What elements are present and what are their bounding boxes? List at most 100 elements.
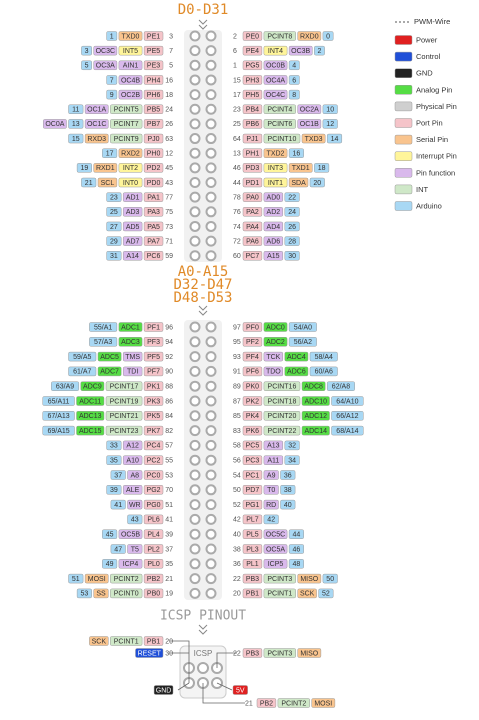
pin-label: PCINT8 bbox=[267, 33, 292, 40]
pin-label: ADC6 bbox=[287, 369, 306, 376]
pin-label: PA2 bbox=[246, 209, 259, 216]
pin-label: OC2B bbox=[121, 92, 140, 99]
pin-label-box bbox=[143, 588, 164, 599]
physical-pin: 22 bbox=[233, 650, 241, 657]
pin-label-box bbox=[42, 396, 75, 406]
pin bbox=[205, 45, 217, 57]
pin-label: PCINT3 bbox=[267, 576, 292, 583]
pin-label: OC3B bbox=[291, 48, 310, 55]
physical-pin: 30 bbox=[165, 650, 173, 657]
pin-label: PE3 bbox=[147, 63, 160, 70]
pin-label-box bbox=[242, 45, 263, 56]
pin-label: PH3 bbox=[246, 77, 260, 84]
pin-label-box bbox=[76, 425, 105, 436]
pin-label-box bbox=[68, 119, 84, 129]
pin-label: 68/A14 bbox=[336, 428, 358, 435]
pin-label: ADC8 bbox=[304, 384, 323, 391]
physical-pin: 78 bbox=[233, 194, 241, 201]
physical-pin: 7 bbox=[169, 48, 173, 55]
pin-label-box bbox=[106, 75, 118, 85]
pin-label-box bbox=[122, 440, 143, 451]
pin-label-box bbox=[143, 425, 164, 436]
pin-label: PA3 bbox=[147, 209, 160, 216]
pin-label-box bbox=[84, 133, 109, 144]
pin-label: PCINT3 bbox=[267, 650, 292, 657]
pin-label-box bbox=[318, 588, 334, 599]
pin-label-box bbox=[263, 119, 296, 129]
pin-label: PH5 bbox=[246, 92, 260, 99]
pin bbox=[205, 365, 217, 377]
legend-label: INT bbox=[416, 185, 429, 194]
pin-label: PE4 bbox=[246, 48, 259, 55]
pin-label-box bbox=[301, 425, 330, 436]
pin-label: PK2 bbox=[246, 398, 259, 405]
pin-label: PF7 bbox=[147, 369, 160, 376]
pin-label-box bbox=[143, 636, 164, 646]
pin-label: ADC13 bbox=[79, 413, 102, 420]
pin-label-box bbox=[80, 381, 105, 391]
pin-label: 18 bbox=[318, 165, 326, 172]
pin-label: AD0 bbox=[267, 194, 281, 201]
physical-pin: 88 bbox=[165, 384, 173, 391]
pin-label-box bbox=[242, 559, 263, 569]
pin bbox=[189, 365, 201, 377]
icsp-pin bbox=[197, 662, 209, 674]
physical-pin: 19 bbox=[165, 591, 173, 598]
pin-label-box bbox=[263, 89, 288, 100]
pin-label: 42 bbox=[267, 517, 275, 524]
pin-label: 65/A11 bbox=[48, 398, 70, 405]
legend-label: Physical Pin bbox=[416, 102, 457, 111]
pin bbox=[205, 380, 217, 392]
pin-label: PF5 bbox=[147, 354, 160, 361]
pin-label: PG2 bbox=[147, 487, 161, 494]
pin-label-box bbox=[105, 381, 143, 391]
pin-label: 52 bbox=[322, 591, 330, 598]
pin bbox=[205, 235, 217, 247]
pin-label-box bbox=[288, 75, 300, 85]
pin-label: 22 bbox=[288, 194, 296, 201]
legend-label: Control bbox=[416, 52, 441, 61]
arrow bbox=[198, 624, 208, 635]
pin-label-box bbox=[263, 559, 288, 569]
physical-pin: 43 bbox=[165, 180, 173, 187]
pin-label: 39 bbox=[110, 487, 118, 494]
pin-label: A13 bbox=[267, 443, 280, 450]
arrow bbox=[198, 19, 208, 30]
pin bbox=[189, 206, 201, 218]
pin-label-box bbox=[242, 75, 263, 85]
pin-label-box bbox=[263, 499, 279, 510]
pin bbox=[205, 587, 217, 599]
pin-label: 30 bbox=[288, 253, 296, 260]
pin-label: PA5 bbox=[147, 224, 160, 231]
pin-label: A9 bbox=[267, 472, 276, 479]
pin bbox=[189, 587, 201, 599]
pin-label-box bbox=[102, 148, 118, 158]
pin-label: AD5 bbox=[126, 224, 140, 231]
pin-label: INT2 bbox=[123, 165, 138, 172]
physical-pin: 96 bbox=[165, 324, 173, 331]
pin bbox=[189, 177, 201, 188]
physical-pin: 17 bbox=[233, 92, 241, 99]
pin-label-box bbox=[110, 588, 143, 599]
pin-label: TDI bbox=[127, 369, 138, 376]
pin-label: PB7 bbox=[147, 121, 160, 128]
pin-label: ADC5 bbox=[100, 354, 119, 361]
pin-label: 47 bbox=[114, 546, 122, 553]
pin-label: ADC2 bbox=[266, 339, 285, 346]
pin-label: ADC11 bbox=[79, 398, 101, 405]
pin bbox=[189, 30, 201, 42]
pin bbox=[189, 133, 201, 145]
pin-label: RESET bbox=[138, 650, 162, 657]
pin-label: WR bbox=[129, 502, 141, 509]
pin-label-box bbox=[256, 698, 277, 708]
pin-label: 4 bbox=[292, 63, 296, 70]
pin-label: PCINT0 bbox=[114, 591, 139, 598]
pin-label: INT4 bbox=[268, 48, 283, 55]
physical-pin: 51 bbox=[165, 502, 173, 509]
pin-label-box bbox=[263, 544, 288, 554]
pin-label-box bbox=[284, 366, 309, 377]
pin-label-box bbox=[106, 251, 122, 261]
pin-label: 56/A2 bbox=[294, 339, 312, 346]
pin-label-box bbox=[118, 89, 143, 100]
pin bbox=[205, 528, 217, 540]
